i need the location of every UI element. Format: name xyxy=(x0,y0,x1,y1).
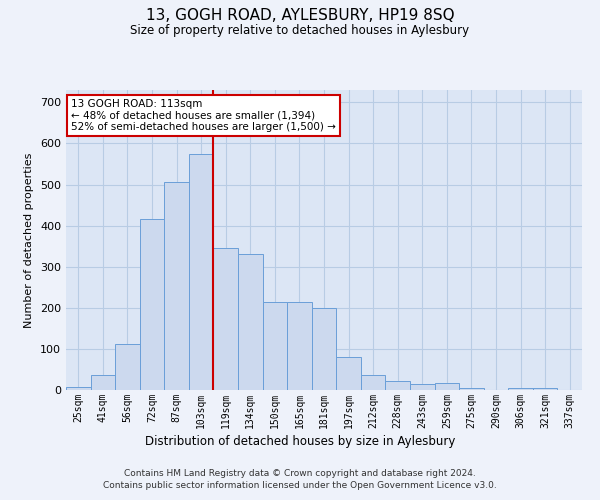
Bar xyxy=(214,248,238,390)
Bar xyxy=(434,384,459,390)
Bar xyxy=(385,381,410,390)
Bar xyxy=(533,388,557,390)
Bar xyxy=(287,302,312,390)
Bar xyxy=(312,308,336,390)
Bar xyxy=(238,254,263,390)
Bar xyxy=(189,154,214,390)
Bar xyxy=(508,388,533,390)
Text: Distribution of detached houses by size in Aylesbury: Distribution of detached houses by size … xyxy=(145,435,455,448)
Bar xyxy=(336,357,361,390)
Bar xyxy=(410,384,434,390)
Text: Size of property relative to detached houses in Aylesbury: Size of property relative to detached ho… xyxy=(130,24,470,37)
Bar xyxy=(115,344,140,390)
Text: Contains public sector information licensed under the Open Government Licence v3: Contains public sector information licen… xyxy=(103,481,497,490)
Text: Contains HM Land Registry data © Crown copyright and database right 2024.: Contains HM Land Registry data © Crown c… xyxy=(124,468,476,477)
Bar xyxy=(140,220,164,390)
Bar xyxy=(66,386,91,390)
Text: 13, GOGH ROAD, AYLESBURY, HP19 8SQ: 13, GOGH ROAD, AYLESBURY, HP19 8SQ xyxy=(146,8,454,22)
Bar xyxy=(361,375,385,390)
Bar xyxy=(459,388,484,390)
Y-axis label: Number of detached properties: Number of detached properties xyxy=(25,152,34,328)
Text: 13 GOGH ROAD: 113sqm
← 48% of detached houses are smaller (1,394)
52% of semi-de: 13 GOGH ROAD: 113sqm ← 48% of detached h… xyxy=(71,99,336,132)
Bar xyxy=(263,302,287,390)
Bar xyxy=(91,375,115,390)
Bar xyxy=(164,182,189,390)
